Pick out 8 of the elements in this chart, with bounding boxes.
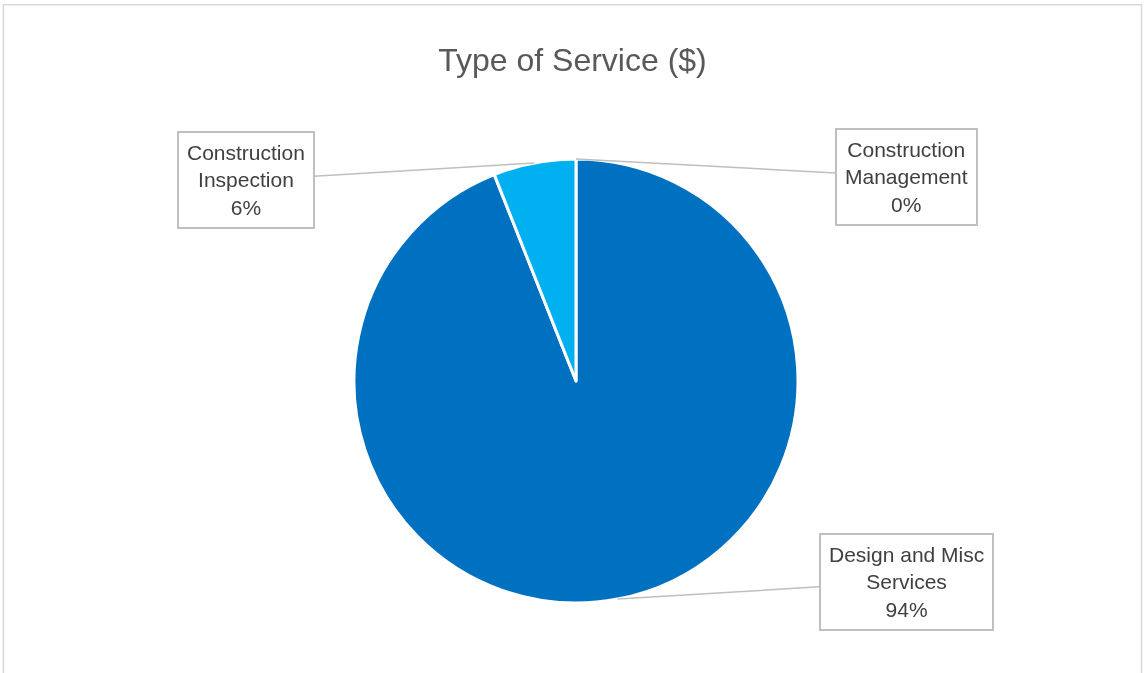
data-label: 6% [230, 195, 262, 219]
slice-label: Design and Misc Services [829, 543, 985, 594]
data-label: 94% [885, 597, 928, 621]
slice-label: Construction Inspection [187, 141, 305, 192]
pie-slice [352, 157, 800, 605]
category-label: Construction Management [845, 138, 968, 189]
text: 0% [891, 192, 922, 216]
chart-title: Type of Service ($) [438, 42, 707, 79]
